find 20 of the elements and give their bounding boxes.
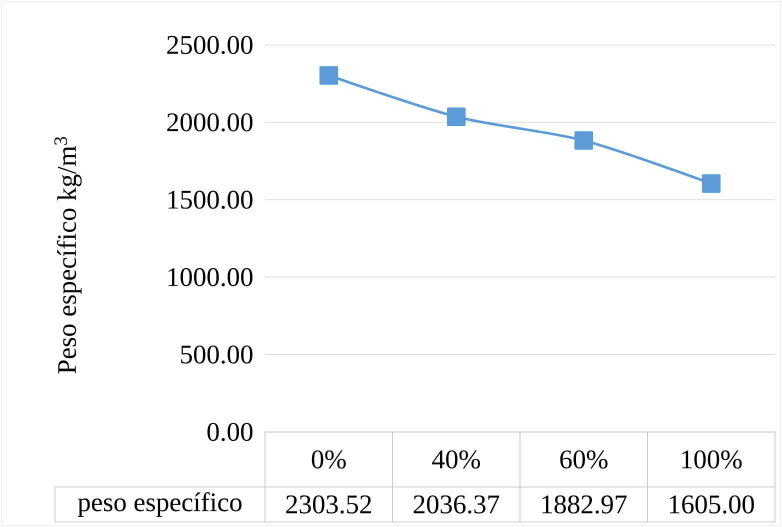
y-tick-label: 0.00 (207, 422, 252, 442)
x-tick-label: 40% (432, 450, 480, 469)
y-axis-title: Peso específico kg/m$^{3}$ (54, 136, 82, 374)
data-label: 1605.00 (670, 495, 754, 514)
text: peso específico (78, 492, 242, 517)
x-tick-label: 60% (560, 450, 608, 469)
y-tick-label: 1500.00 (168, 190, 252, 209)
point (702, 174, 721, 193)
data-label: 2303.52 (286, 495, 371, 514)
point (319, 66, 338, 85)
data-label: 1882.97 (542, 495, 627, 514)
y-tick-label: 500.00 (181, 345, 252, 364)
y-tick-label: 2000.00 (167, 113, 252, 132)
x-tick-label: 100% (682, 450, 742, 469)
point (574, 131, 594, 150)
y-tick-label: 2500.00 (167, 36, 252, 54)
data-label: 2036.37 (414, 495, 500, 514)
point (446, 107, 466, 126)
y-tick-label: 1000.00 (168, 268, 252, 286)
x-tick-label: 0% (312, 450, 346, 469)
